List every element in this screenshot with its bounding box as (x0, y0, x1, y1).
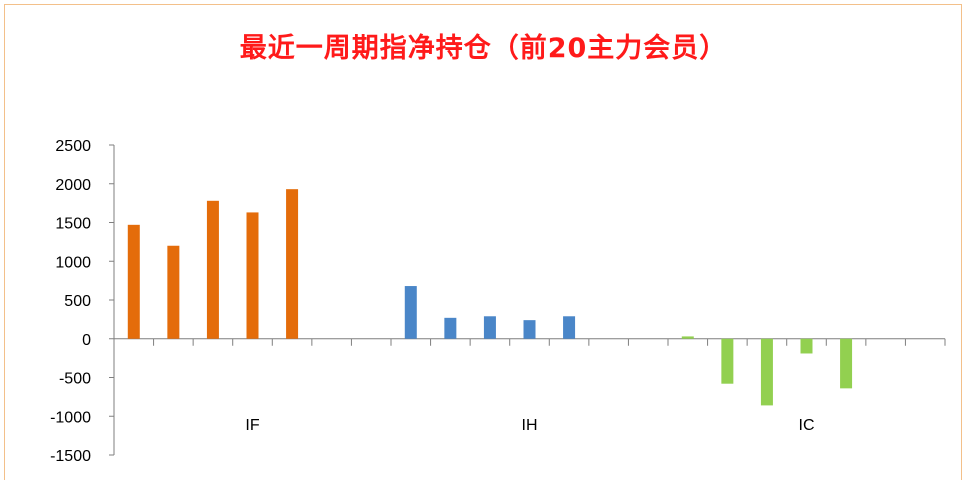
bar-ic-4 (800, 338, 813, 354)
y-tick-label: -1500 (50, 448, 91, 465)
bar-ic-2 (721, 338, 734, 384)
chart-frame (4, 4, 962, 480)
bar-ic-5 (840, 338, 853, 389)
bar-ih-5 (563, 316, 576, 339)
category-label-ih: IH (522, 417, 538, 434)
y-tick-label: 1500 (55, 216, 91, 233)
bar-ih-4 (523, 320, 536, 339)
bar-if-4 (246, 212, 259, 339)
category-label-ic: IC (799, 417, 815, 434)
bar-ih-2 (444, 317, 457, 339)
y-tick-label: 2000 (55, 177, 91, 194)
y-tick-label: 1000 (55, 254, 91, 271)
y-tick-label: 500 (64, 293, 91, 310)
y-tick-label: 0 (82, 332, 91, 349)
bar-ic-1 (681, 336, 694, 339)
y-tick-label: 2500 (55, 138, 91, 155)
bar-ih-3 (483, 316, 496, 339)
bar-if-1 (127, 224, 140, 339)
bar-if-5 (286, 189, 299, 339)
bar-if-2 (167, 245, 180, 339)
bar-ih-1 (404, 286, 417, 339)
bar-if-3 (206, 200, 219, 339)
y-tick-label: -1000 (50, 409, 91, 426)
chart-title: 最近一周期指净持仓（前20主力会员） (239, 33, 728, 64)
bar-ic-3 (760, 338, 773, 406)
category-label-if: IF (245, 417, 259, 434)
y-tick-label: -500 (59, 371, 91, 388)
